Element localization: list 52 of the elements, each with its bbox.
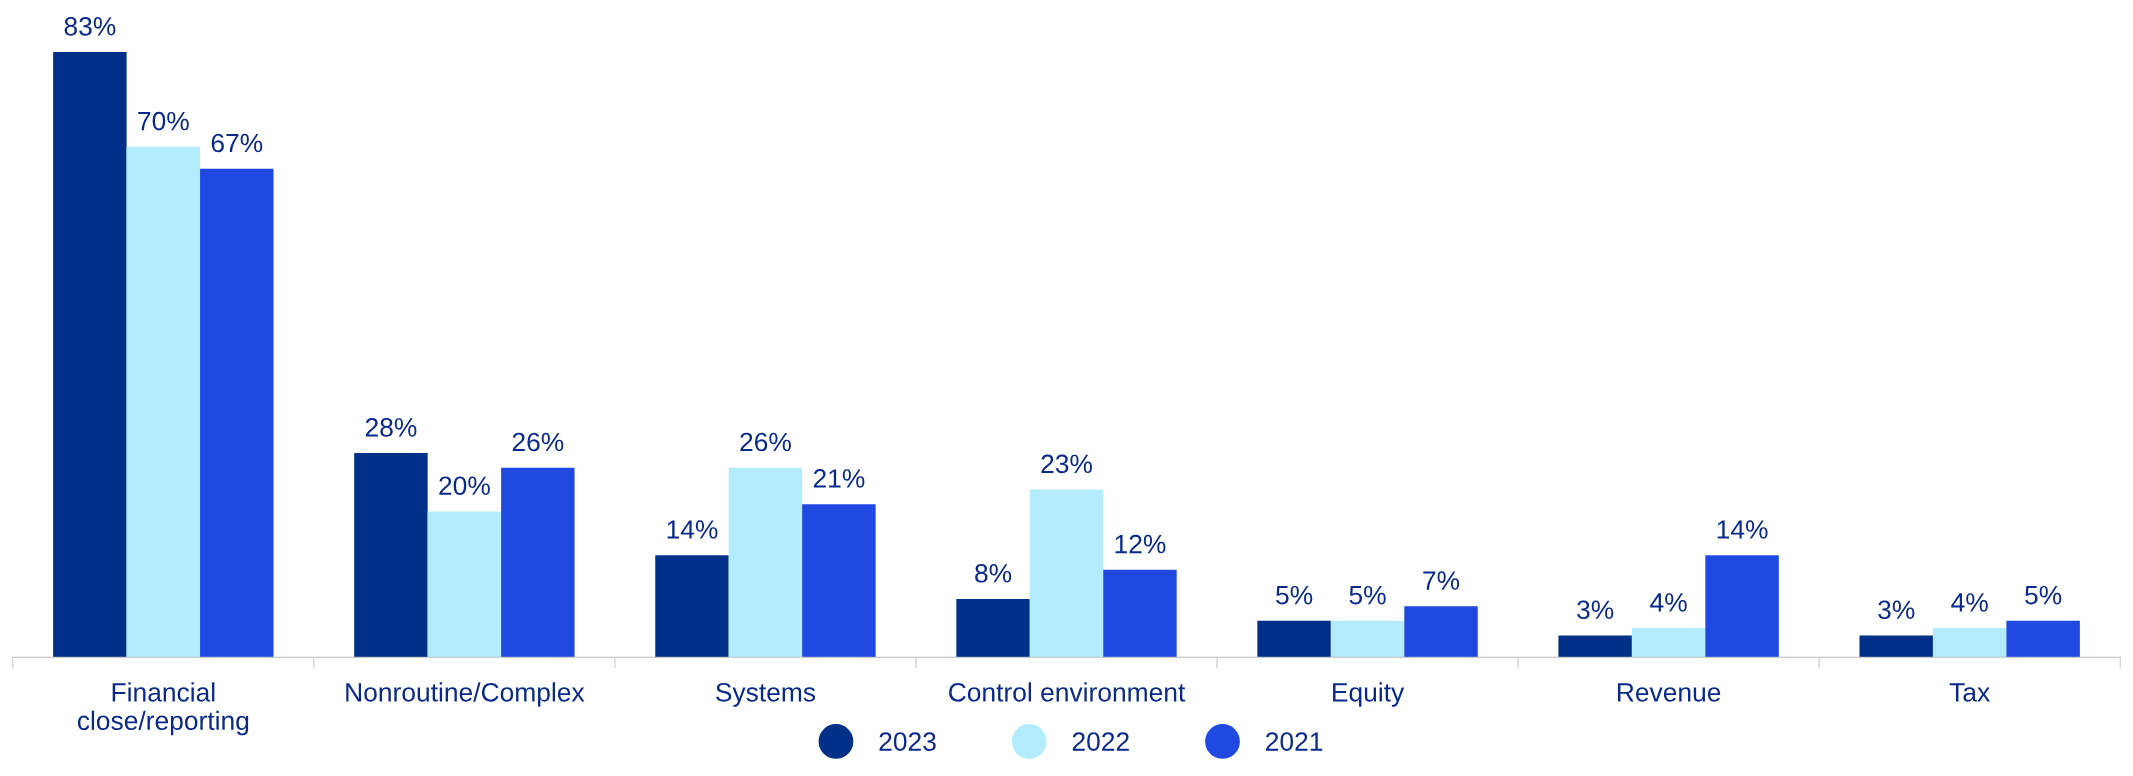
x-tick-label: Control environment — [949, 682, 1186, 702]
data-label: 3% — [1878, 600, 1915, 620]
data-label: 5% — [1276, 585, 1313, 605]
bar — [427, 511, 502, 658]
bar — [501, 467, 575, 658]
bar — [1932, 628, 2007, 658]
data-label: 4% — [1650, 593, 1687, 612]
x-tick-label: Systems — [716, 682, 816, 707]
bar — [53, 51, 127, 658]
data-label: 5% — [1349, 585, 1386, 605]
data-label: 28% — [365, 418, 417, 437]
data-label: 8% — [975, 563, 1012, 583]
x-tick-label: Financial close/reporting — [77, 682, 249, 736]
data-label: 14% — [1717, 520, 1768, 539]
data-label: 7% — [1423, 571, 1460, 590]
legend-label: 2021 — [1266, 732, 1323, 751]
bar — [1859, 635, 1933, 658]
x-tick-label: Tax — [1949, 683, 1990, 702]
bar — [200, 168, 274, 658]
bar — [802, 504, 876, 658]
data-label: 12% — [1115, 534, 1166, 554]
x-tick-label: Equity — [1333, 682, 1405, 707]
bar — [2006, 620, 2080, 658]
data-label: 67% — [211, 133, 263, 153]
data-label: 20% — [439, 476, 490, 496]
data-label: 14% — [667, 520, 718, 539]
bar — [1257, 620, 1331, 658]
bar — [1029, 489, 1104, 658]
x-tick-label: Revenue — [1617, 683, 1721, 702]
bar — [956, 598, 1030, 658]
bar — [1558, 635, 1632, 658]
data-label: 4% — [1951, 593, 1988, 612]
bar — [1705, 555, 1779, 658]
data-label: 83% — [64, 16, 116, 36]
bar — [126, 146, 201, 658]
bar — [1631, 628, 1706, 658]
data-label: 70% — [138, 111, 189, 131]
bar — [354, 453, 428, 658]
data-label: 23% — [1041, 454, 1092, 474]
x-tick-label: Nonroutine/Complex — [346, 682, 585, 707]
data-label: 26% — [512, 432, 564, 452]
bar — [655, 555, 729, 658]
bar — [728, 467, 803, 658]
bar — [1330, 620, 1405, 658]
data-label: 21% — [813, 469, 865, 488]
bar — [1103, 569, 1177, 658]
legend-label: 2023 — [879, 732, 936, 751]
legend-label: 2022 — [1072, 732, 1129, 751]
bar — [1404, 606, 1478, 658]
data-label: 5% — [2025, 585, 2062, 605]
data-label: 3% — [1577, 600, 1614, 620]
data-label: 26% — [740, 432, 791, 452]
